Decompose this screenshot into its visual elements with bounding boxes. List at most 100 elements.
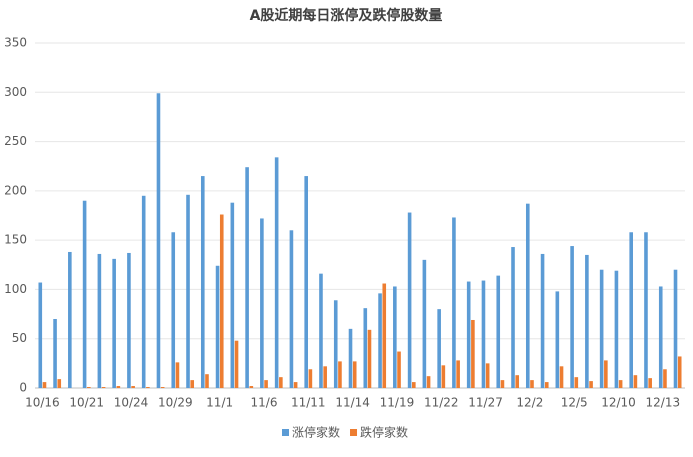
bar — [589, 381, 593, 388]
bar — [599, 269, 604, 388]
bar — [481, 280, 486, 388]
bar — [245, 167, 249, 388]
bar — [171, 232, 176, 388]
bar — [53, 319, 57, 388]
x-tick-label: 10/24 — [114, 396, 149, 410]
y-tick-label: 0 — [19, 381, 27, 395]
bar — [249, 386, 254, 388]
bar — [677, 356, 682, 388]
bar — [540, 253, 545, 388]
bar — [511, 247, 515, 388]
x-tick-label: 11/1 — [206, 396, 233, 410]
x-tick-label: 11/14 — [335, 396, 370, 410]
bar — [412, 382, 416, 388]
bar — [422, 259, 427, 388]
bar — [466, 281, 471, 388]
bar — [308, 369, 313, 388]
bar — [407, 212, 412, 388]
bar — [496, 275, 501, 388]
bar — [456, 360, 460, 388]
bar — [260, 218, 264, 388]
bar — [156, 93, 161, 389]
bar — [101, 387, 106, 388]
bar — [82, 200, 87, 388]
y-tick-label: 50 — [12, 331, 27, 345]
bar — [500, 380, 505, 388]
y-tick-label: 300 — [4, 85, 27, 99]
bar — [186, 194, 190, 388]
bar — [367, 329, 372, 388]
bar — [289, 230, 294, 388]
bar — [471, 319, 475, 388]
bar — [525, 203, 530, 388]
x-tick-label: 11/19 — [380, 396, 415, 410]
bar — [544, 382, 549, 388]
x-tick-label: 11/6 — [251, 396, 278, 410]
bar — [293, 382, 298, 388]
y-tick-label: 350 — [4, 36, 27, 50]
bar — [215, 265, 220, 388]
bar — [658, 286, 663, 388]
bar — [200, 176, 205, 388]
bar — [570, 246, 574, 388]
bar — [175, 362, 180, 388]
bar — [382, 283, 387, 388]
bar — [97, 253, 102, 388]
x-tick-label: 10/16 — [25, 396, 60, 410]
bar — [648, 378, 652, 388]
bar — [559, 366, 564, 388]
bar — [234, 340, 239, 388]
y-tick-label: 150 — [4, 233, 27, 247]
bar — [338, 361, 342, 388]
bar — [38, 282, 43, 388]
bar — [230, 202, 235, 388]
legend-swatch — [282, 429, 289, 436]
bar — [441, 365, 446, 388]
bar — [378, 293, 382, 388]
bar — [585, 254, 589, 388]
bar — [42, 382, 47, 388]
bar — [141, 195, 146, 388]
bar — [160, 387, 165, 388]
bar — [264, 380, 268, 388]
bar — [352, 361, 357, 388]
bar — [555, 291, 560, 388]
x-tick-label: 12/5 — [561, 396, 588, 410]
bar — [673, 269, 678, 388]
x-tick-label: 12/2 — [516, 396, 543, 410]
y-tick-label: 250 — [4, 134, 27, 148]
bar — [644, 232, 648, 388]
bar — [629, 232, 633, 388]
bar — [323, 366, 327, 388]
bar — [633, 375, 638, 388]
x-tick-label: 11/11 — [291, 396, 326, 410]
bar — [68, 251, 72, 388]
bar — [112, 258, 116, 388]
bar — [530, 380, 534, 388]
bar — [190, 380, 195, 388]
legend-label: 跌停家数 — [360, 425, 408, 440]
x-tick-label: 12/13 — [646, 396, 681, 410]
bar — [333, 300, 338, 388]
bar — [426, 376, 431, 388]
bar — [574, 377, 579, 388]
bar — [219, 214, 224, 388]
bar — [614, 270, 619, 388]
bar — [57, 379, 62, 388]
bar — [279, 377, 283, 388]
bar — [304, 176, 308, 388]
bar — [618, 380, 623, 388]
bar — [397, 351, 401, 388]
bar — [319, 273, 323, 388]
bar — [87, 387, 91, 388]
bar — [274, 157, 279, 388]
bar — [363, 308, 368, 388]
bar — [452, 217, 456, 388]
x-tick-label: 11/22 — [424, 396, 459, 410]
bar — [131, 386, 135, 388]
bar — [127, 252, 131, 388]
bar — [116, 386, 121, 388]
bar — [604, 360, 608, 388]
x-tick-label: 10/21 — [69, 396, 104, 410]
x-tick-label: 11/27 — [468, 396, 503, 410]
